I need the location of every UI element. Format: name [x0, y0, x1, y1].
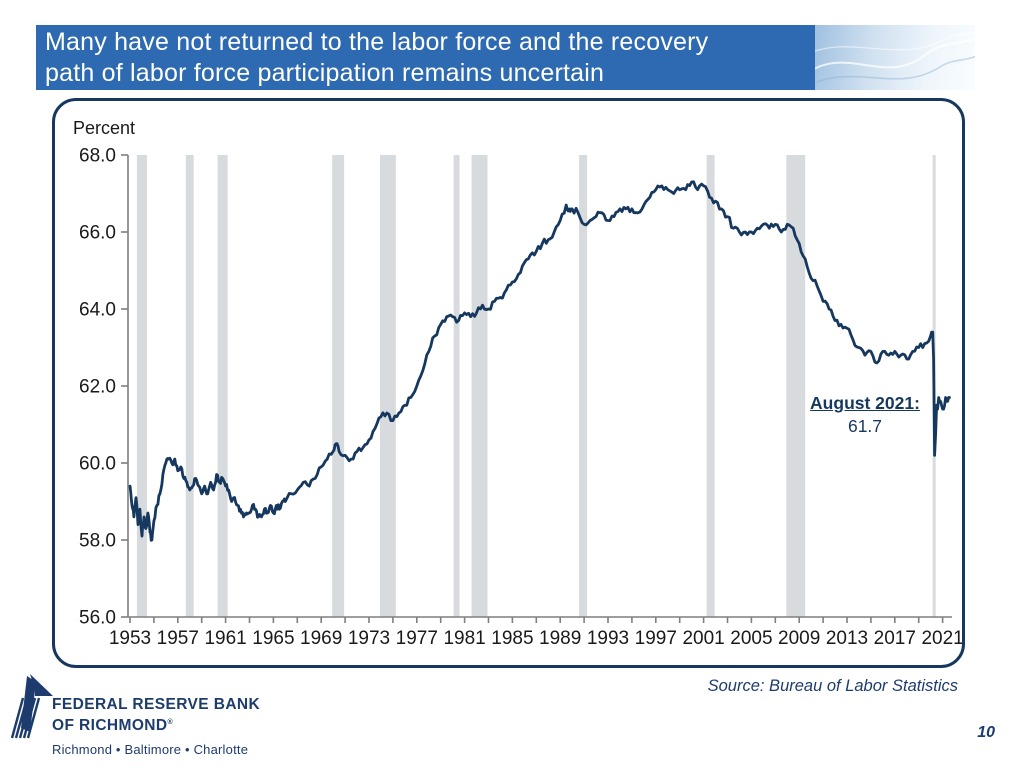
axes [127, 155, 952, 618]
recession-bands [136, 155, 936, 617]
x-tick-label: 2021 [921, 628, 963, 649]
frb-logo-line1: FEDERAL RESERVE BANK [52, 696, 261, 713]
x-tick-label: 1957 [157, 628, 199, 649]
y-tick-label: 58.0 [79, 531, 116, 552]
y-ticks: 68.0 66.0 64.0 62.0 60.0 58.0 56.0 [79, 146, 128, 629]
y-tick-label: 60.0 [79, 454, 116, 475]
x-tick-label: 1993 [587, 628, 629, 649]
recession-band [579, 155, 588, 617]
recession-band [217, 155, 228, 617]
lfpr-series-line [128, 180, 951, 542]
banner-decorative-swoosh [815, 25, 975, 90]
recession-band [786, 155, 806, 617]
x-tick-label: 1977 [396, 628, 438, 649]
x-tick-label: 1985 [491, 628, 533, 649]
recession-band [185, 155, 194, 617]
x-tick-label: 1997 [635, 628, 677, 649]
recession-band [379, 155, 396, 617]
trademark-symbol: ® [167, 719, 174, 726]
title-banner: Many have not returned to the labor forc… [36, 25, 815, 90]
annotation-label: August 2021: [810, 393, 920, 413]
recession-band [136, 155, 147, 617]
swoosh-graphic [815, 31, 975, 84]
x-tick-label: 1973 [348, 628, 390, 649]
annotation-august-2021: August 2021: 61.7 [798, 393, 932, 437]
y-axis-title: Percent [73, 118, 135, 138]
page-number: 10 [977, 724, 995, 741]
x-tick-label: 2005 [730, 628, 772, 649]
frb-logo-cities: Richmond • Baltimore • Charlotte [52, 742, 249, 758]
frb-logo-text: FEDERAL RESERVE BANK OF RICHMOND® Richmo… [52, 696, 260, 757]
x-tick-label: 1981 [443, 628, 485, 649]
recession-band [471, 155, 488, 617]
y-tick-label: 62.0 [79, 377, 116, 398]
x-tick-label: 2017 [874, 628, 916, 649]
annotation-value: 61.7 [847, 416, 883, 436]
y-tick-label: 64.0 [79, 300, 116, 321]
slide-title-line1: Many have not returned to the labor forc… [45, 27, 709, 56]
x-tick-label: 1989 [539, 628, 581, 649]
frb-logo-line2: OF RICHMOND® [52, 717, 174, 735]
y-tick-label: 56.0 [79, 608, 116, 629]
recession-band [706, 155, 715, 617]
y-tick-label: 66.0 [79, 223, 116, 244]
frb-building-icon [10, 674, 53, 739]
x-tick-label: 2009 [778, 628, 820, 649]
slide-title-line2: path of labor force participation remain… [45, 58, 605, 87]
x-tick-label: 1961 [204, 628, 246, 649]
x-tick-label: 1965 [252, 628, 294, 649]
x-tick-label: 2001 [682, 628, 724, 649]
source-note: Source: Bureau of Labor Statistics [707, 677, 958, 695]
x-tick-label: 1969 [300, 628, 342, 649]
x-ticks: 1953 1957 1961 1965 1969 1973 1977 1981 1985 1989… [109, 617, 964, 649]
x-tick-label: 1953 [109, 628, 151, 649]
x-tick-label: 2013 [826, 628, 868, 649]
recession-band [332, 155, 345, 617]
recession-band [453, 155, 460, 617]
y-tick-label: 68.0 [79, 146, 116, 167]
